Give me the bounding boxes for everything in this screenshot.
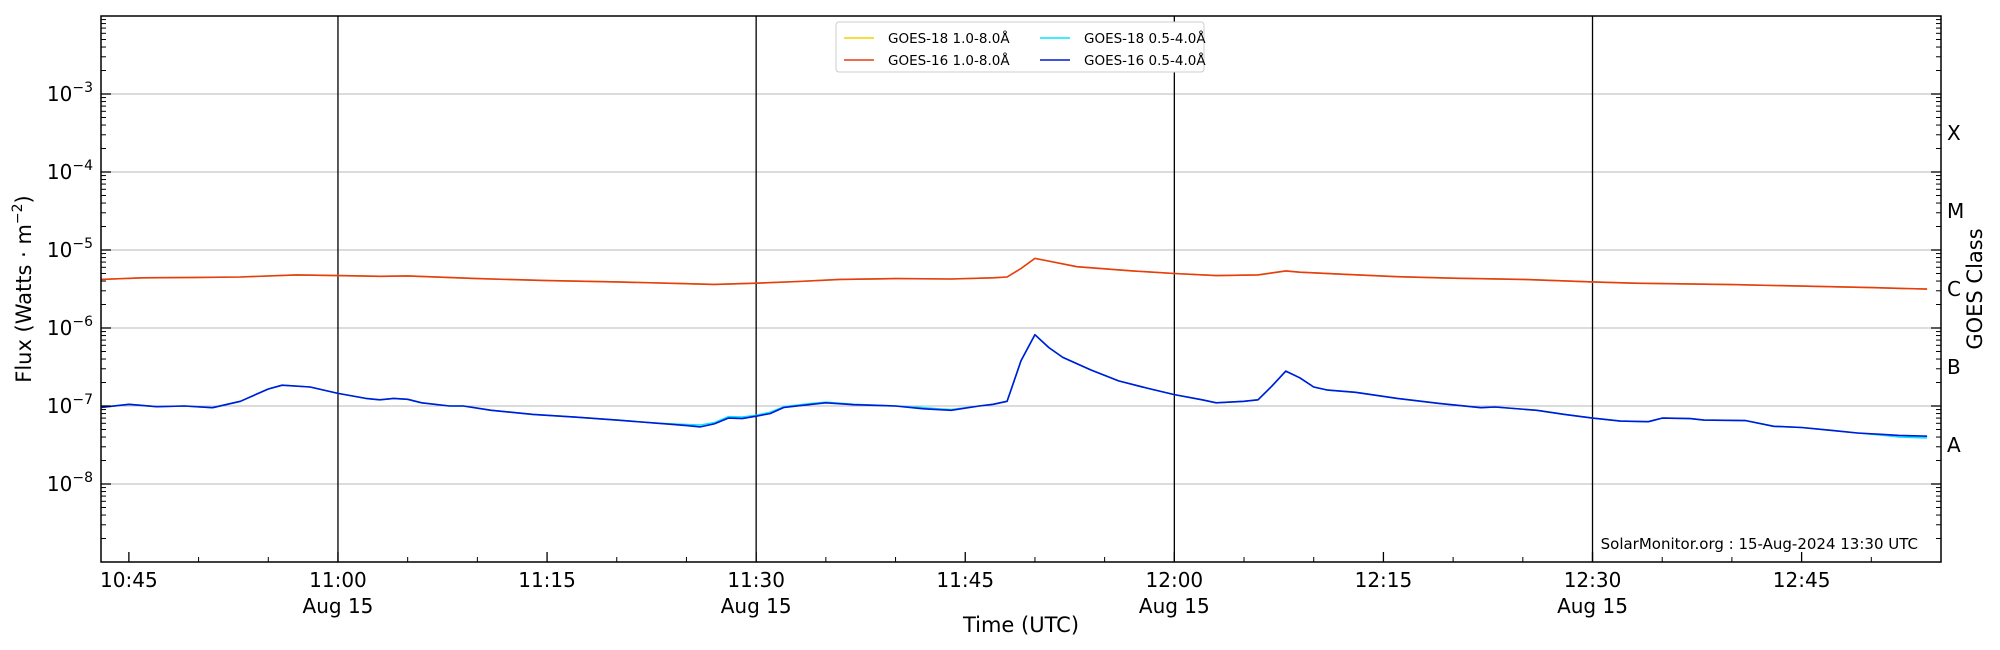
x-tick-label: 12:45 [1773, 568, 1831, 592]
x-tick-label: 12:15 [1355, 568, 1413, 592]
goes-class-label-m: M [1947, 199, 1964, 223]
series-layer [100, 257, 1928, 439]
x-tick-date-label: Aug 15 [303, 594, 374, 618]
goes-class-axis-title: GOES Class [1963, 228, 1987, 349]
y-tick-exponent: −8 [72, 470, 93, 486]
x-tick-label: 12:00 [1146, 568, 1204, 592]
x-axis-title: Time (UTC) [962, 613, 1079, 637]
y-axis-ticks: 10−810−710−610−510−410−3 [47, 19, 1941, 540]
y-tick-base: 10 [47, 472, 72, 496]
legend-label-3: GOES-16 0.5-4.0Å [1084, 52, 1206, 69]
x-tick-label: 12:30 [1564, 568, 1622, 592]
x-tick-date-label: Aug 15 [1139, 594, 1210, 618]
y-tick-exponent: −7 [72, 392, 93, 408]
goes-class-label-a: A [1947, 433, 1961, 457]
y-tick-label: 10−6 [47, 314, 93, 340]
y-tick-label: 10−3 [47, 80, 93, 106]
credit-text: SolarMonitor.org : 15-Aug-2024 13:30 UTC [1601, 535, 1918, 553]
goes-class-label-b: B [1947, 355, 1961, 379]
y-tick-label: 10−4 [47, 158, 93, 184]
series-line-1 [100, 257, 1928, 290]
y-tick-label: 10−5 [47, 236, 93, 262]
y-axis-title-exponent: −2 [10, 203, 26, 224]
y-axis-title-close: ) [12, 195, 36, 203]
grid-layer [101, 93, 1941, 485]
y-tick-base: 10 [47, 238, 72, 262]
goes-class-label-c: C [1947, 277, 1961, 301]
x-tick-date-label: Aug 15 [721, 594, 792, 618]
legend-label-1: GOES-16 1.0-8.0Å [888, 52, 1010, 69]
legend-label-0: GOES-18 1.0-8.0Å [888, 30, 1010, 47]
x-tick-label: 11:30 [727, 568, 785, 592]
x-tick-label: 11:00 [309, 568, 367, 592]
x-tick-date-label: Aug 15 [1557, 594, 1628, 618]
y-tick-exponent: −3 [72, 80, 93, 96]
y-tick-label: 10−8 [47, 470, 93, 496]
y-tick-exponent: −4 [72, 158, 93, 174]
y-tick-base: 10 [47, 160, 72, 184]
x-tick-label: 11:45 [936, 568, 994, 592]
plot-frame [100, 15, 1942, 563]
legend-label-2: GOES-18 0.5-4.0Å [1084, 30, 1206, 47]
vertical-lines-layer [337, 16, 1594, 562]
legend-box [835, 21, 1205, 73]
y-tick-base: 10 [47, 316, 72, 340]
y-tick-base: 10 [47, 82, 72, 106]
plot-background [101, 16, 1941, 562]
y-tick-exponent: −6 [72, 314, 93, 330]
y-axis-title: Flux (Watts · m−2) [10, 195, 36, 383]
y-tick-label: 10−7 [47, 392, 93, 418]
series-line-3 [100, 333, 1928, 437]
goes-class-label-x: X [1947, 121, 1961, 145]
x-tick-label: 11:15 [518, 568, 576, 592]
x-tick-label: 10:45 [100, 568, 158, 592]
legend: GOES-18 1.0-8.0Å GOES-18 0.5-4.0Å GOES-16 … [835, 21, 1206, 73]
y-tick-base: 10 [47, 394, 72, 418]
goes-class-labels: A B C M X [1947, 121, 1964, 457]
y-axis-title-main: Flux (Watts · m [12, 224, 36, 383]
y-tick-exponent: −5 [72, 236, 93, 252]
